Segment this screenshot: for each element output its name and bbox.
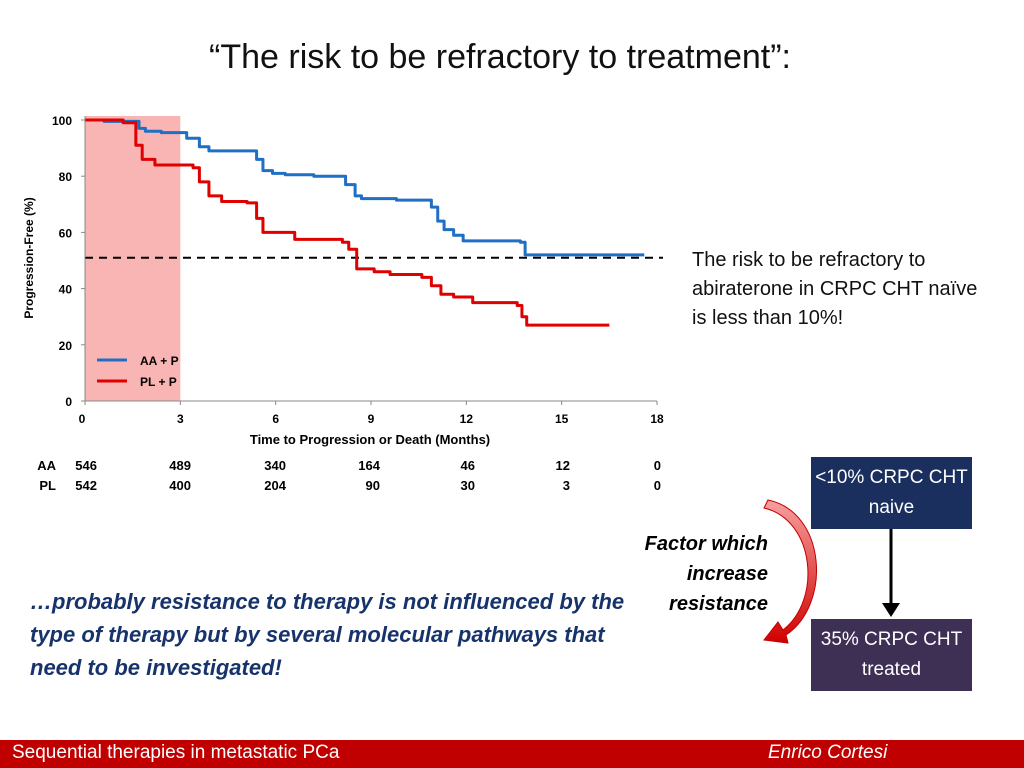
risk-cell: 204	[264, 478, 286, 493]
risk-cell: 489	[169, 458, 191, 473]
cht-treated-box: 35% CRPC CHT treated	[811, 619, 972, 691]
risk-cell: 340	[264, 458, 286, 473]
y-tick-label: 60	[59, 226, 73, 240]
y-tick-label: 100	[52, 114, 72, 128]
footer-title: Sequential therapies in metastatic PCa	[12, 742, 340, 763]
risk-cell: 400	[169, 478, 191, 493]
risk-cell: 0	[653, 478, 661, 493]
factor-text: Factor which increase resistance	[644, 533, 768, 615]
x-tick-label: 18	[650, 412, 664, 426]
risk-cell: 90	[365, 478, 380, 493]
x-tick-label: 15	[555, 412, 569, 426]
risk-table: AA 546 489 340 164 46 12 0 PL 542 400 20…	[26, 458, 676, 498]
slide-title: “The risk to be refractory to treatment”…	[209, 38, 791, 76]
tick-layer: 0 20 40 60 80 100 0 3 6 9 12 15 18	[52, 114, 664, 426]
cht-naive-box: <10% CRPC CHT naive	[811, 457, 972, 529]
x-tick-label: 12	[460, 412, 474, 426]
y-tick-label: 20	[59, 339, 73, 353]
chart-legend: AA + P PL + P	[97, 354, 179, 389]
risk-cell: 30	[460, 478, 475, 493]
series-line-aa	[85, 118, 645, 257]
risk-note: The risk to be refractory to abiraterone…	[692, 249, 978, 329]
legend-label-aa: AA + P	[140, 354, 179, 368]
footer-author: Enrico Cortesi	[768, 742, 888, 763]
series-layer	[85, 118, 645, 327]
y-axis-label: Progression-Free (%)	[22, 197, 36, 318]
down-arrow-icon	[882, 603, 900, 617]
x-tick-label: 3	[177, 412, 184, 426]
x-axis-label: Time to Progression or Death (Months)	[250, 432, 490, 447]
risk-cell: 46	[460, 458, 475, 473]
series-line-pl	[85, 118, 610, 327]
conclusion-text: …probably resistance to therapy is not i…	[30, 589, 625, 680]
risk-cell: 0	[653, 458, 661, 473]
risk-cell: 3	[562, 478, 570, 493]
km-chart: 0 20 40 60 80 100 0 3 6 9 12 15 18 AA + P PL + P Tim…	[22, 114, 664, 447]
legend-label-pl: PL + P	[140, 375, 177, 389]
footer-bar: Sequential therapies in metastatic PCa E…	[0, 740, 1024, 768]
risk-row-label-aa: AA	[37, 458, 56, 473]
y-tick-label: 40	[59, 283, 73, 297]
risk-cell: 164	[358, 458, 380, 473]
y-tick-label: 80	[59, 170, 73, 184]
risk-cell: 12	[555, 458, 570, 473]
risk-cell: 542	[75, 478, 97, 493]
x-tick-label: 6	[272, 412, 279, 426]
y-tick-label: 0	[65, 395, 72, 409]
risk-cell: 546	[75, 458, 97, 473]
x-tick-label: 0	[79, 412, 86, 426]
curved-arrow-icon	[763, 499, 817, 644]
x-tick-label: 9	[368, 412, 375, 426]
risk-row-label-pl: PL	[39, 478, 56, 493]
